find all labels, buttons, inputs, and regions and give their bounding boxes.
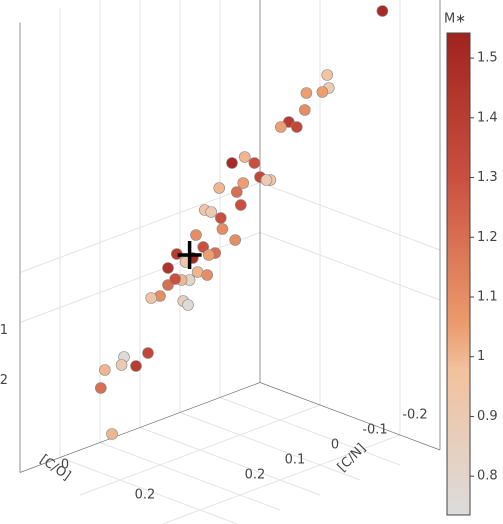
point: [274, 121, 287, 133]
grid-line: [139, 427, 321, 496]
x-tick-label: 0.2: [135, 488, 156, 503]
point: [235, 199, 247, 211]
colorbar-tick-label: 1.2: [477, 230, 498, 245]
y-tick-label: 0.2: [245, 468, 266, 483]
grid-line: [259, 232, 441, 301]
point: [237, 177, 249, 189]
grid-line: [259, 182, 441, 251]
point: [191, 266, 204, 278]
z-tick-label: 0.2: [0, 373, 8, 388]
point: [203, 249, 215, 261]
point: [95, 382, 107, 394]
grid-line: [19, 232, 261, 323]
colorbar-title: M∗: [444, 12, 466, 27]
colorbar-tick-label: 1.3: [477, 170, 498, 185]
point: [106, 428, 118, 440]
point: [190, 229, 202, 241]
points: [95, 5, 389, 440]
point: [260, 174, 273, 186]
colorbar-tick-label: 1.5: [477, 51, 498, 66]
point: [321, 69, 334, 81]
point: [248, 157, 261, 169]
point: [239, 151, 251, 163]
point: [213, 182, 225, 194]
colorbar-tick-label: 1.4: [477, 110, 498, 125]
box-edge: [19, 382, 261, 473]
colorbar-tick-label: 1.1: [477, 289, 498, 304]
point: [298, 104, 311, 116]
point: [197, 241, 209, 253]
point: [226, 157, 238, 169]
y-axis-title: [C/N]: [335, 441, 369, 475]
point: [229, 234, 241, 246]
grid-line: [179, 412, 361, 481]
point: [169, 273, 181, 285]
point: [99, 364, 111, 376]
box-edge: [259, 382, 441, 451]
point: [130, 360, 142, 372]
point: [142, 347, 154, 359]
y-tick-label: 0.1: [285, 453, 306, 468]
point: [201, 269, 213, 281]
point: [205, 206, 217, 218]
point: [231, 186, 243, 198]
x-tick-label: 0: [61, 458, 69, 473]
point: [376, 5, 389, 17]
colorbar: [446, 32, 471, 516]
y-tick-label: 0: [331, 438, 339, 453]
grid-line: [59, 457, 239, 524]
grid-line: [99, 442, 281, 511]
point: [290, 121, 303, 133]
colorbar-tick-label: 1: [477, 349, 485, 364]
point: [216, 223, 229, 235]
colorbar-tick-label: 0.8: [477, 469, 498, 484]
grid-line: [219, 397, 401, 466]
point: [145, 292, 157, 304]
point: [215, 212, 227, 224]
point: [115, 359, 128, 371]
colorbar-tick-label: 0.9: [477, 409, 498, 424]
grid-line: [19, 182, 261, 273]
point: [316, 86, 329, 98]
y-tick-label: -0.2: [402, 408, 427, 423]
y-tick-label: -0.1: [362, 423, 387, 438]
z-tick-label: 0.1: [0, 323, 8, 338]
point: [300, 87, 313, 99]
point: [162, 262, 174, 274]
point: [182, 299, 194, 311]
grid: [19, 0, 441, 524]
